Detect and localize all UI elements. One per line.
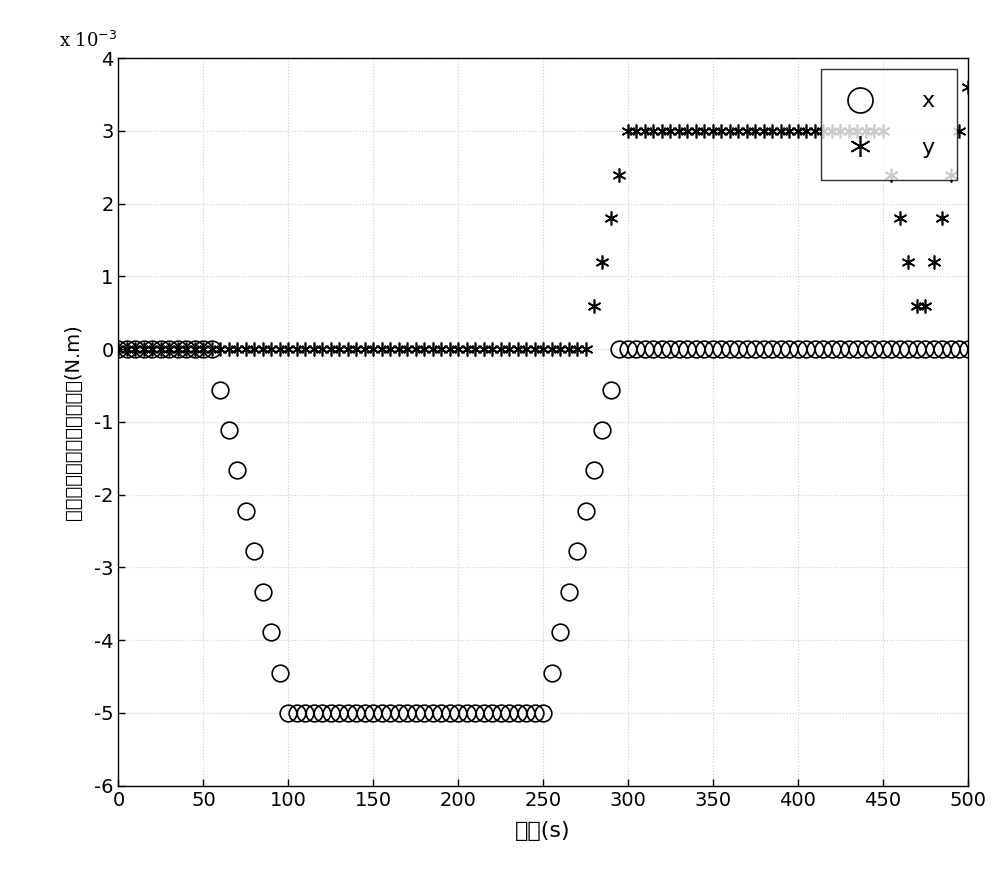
x: [112, 344, 124, 354]
x: [172, 344, 184, 354]
x: [512, 708, 524, 719]
y: [622, 126, 634, 136]
x: [962, 344, 974, 354]
y: [503, 344, 515, 354]
x: [282, 708, 294, 719]
x: [333, 708, 345, 719]
y: [325, 344, 337, 354]
y: [749, 126, 761, 136]
Legend: x, y: x, y: [821, 69, 956, 181]
x: [630, 344, 642, 354]
x: [715, 344, 727, 354]
X-axis label: 时间(s): 时间(s): [515, 821, 571, 841]
y: [172, 344, 184, 354]
y: [707, 126, 719, 136]
Line: x: x: [110, 341, 976, 721]
Text: x 10$^{-3}$: x 10$^{-3}$: [59, 31, 118, 51]
Line: y: y: [112, 80, 975, 356]
y: [962, 82, 974, 92]
y: [112, 344, 124, 354]
x: [758, 344, 770, 354]
Y-axis label: 执行机构真实加性故障大小(N.m): 执行机构真实加性故障大小(N.m): [64, 324, 83, 520]
